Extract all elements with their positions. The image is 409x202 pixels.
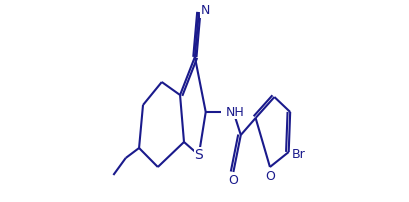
Text: S: S: [194, 148, 203, 162]
Text: Br: Br: [292, 148, 306, 162]
Text: NH: NH: [225, 105, 244, 119]
Text: N: N: [200, 4, 210, 18]
Text: O: O: [265, 170, 275, 183]
Text: O: O: [229, 174, 238, 187]
